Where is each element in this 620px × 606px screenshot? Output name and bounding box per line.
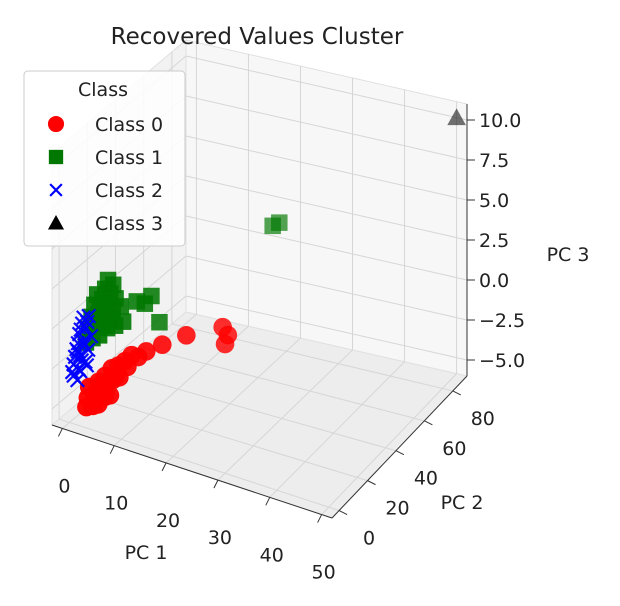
- y-tick-label: 80: [471, 408, 495, 430]
- x-axis-line: [51, 424, 333, 519]
- class-3-point: [447, 108, 466, 126]
- y-tick-label: 20: [385, 498, 409, 520]
- x-tick-mark: [213, 479, 219, 489]
- y-tick-mark: [452, 390, 462, 396]
- tick-labels: 01020304050020406080−5.0−2.50.02.55.07.5…: [58, 110, 525, 584]
- legend: Class Class 0 Class 1 Class 2 Class 3: [23, 70, 186, 247]
- y-tick-mark: [367, 480, 376, 486]
- x-tick-mark: [109, 445, 115, 454]
- x-tick-mark: [265, 497, 271, 506]
- x-gridline: [217, 349, 353, 481]
- x-axis-label: PC 1: [125, 542, 168, 564]
- axis-lines: [51, 104, 475, 523]
- y-tick-mark: [424, 420, 433, 426]
- x-tick-mark: [317, 514, 323, 523]
- z-gridline: [185, 255, 468, 321]
- legend-label-class-3: Class 3: [95, 213, 163, 235]
- legend-label-class-0: Class 0: [95, 114, 163, 136]
- z-tick-label: −2.5: [479, 310, 525, 332]
- y-axis-label: PC 2: [441, 492, 484, 514]
- x-tick-label: 40: [260, 544, 284, 566]
- x-tick-label: 50: [312, 562, 336, 584]
- z-tick-label: 2.5: [479, 230, 509, 252]
- y-gridline: [87, 394, 368, 482]
- class-0-point: [215, 334, 235, 354]
- x-tick-mark: [57, 428, 63, 437]
- legend-label-class-1: Class 1: [95, 147, 163, 169]
- legend-marker-class-2: [49, 183, 63, 197]
- z-gridline: [185, 175, 468, 241]
- class-2-point: [69, 372, 85, 388]
- class-0-point: [87, 389, 107, 409]
- y-gridline: [58, 418, 340, 512]
- z-tick-label: 5.0: [479, 190, 509, 212]
- z-tick-label: 10.0: [479, 110, 521, 132]
- z-tick-label: −5.0: [479, 350, 525, 372]
- class-0-point: [177, 326, 196, 345]
- z-axis-label: PC 3: [547, 244, 590, 266]
- legend-marker-class-1: [48, 149, 64, 165]
- class-1-point: [128, 293, 146, 310]
- x-tick-label: 30: [208, 527, 232, 549]
- class-2-point: [64, 364, 80, 380]
- z-gridline: [185, 95, 468, 161]
- y-gridline: [143, 347, 425, 422]
- z-tick-label: 7.5: [479, 150, 509, 172]
- class-2-point: [83, 328, 99, 344]
- class-1-point: [151, 313, 168, 331]
- legend-marker-class-3: [47, 214, 65, 230]
- y-tick-label: 60: [442, 438, 466, 460]
- x-tick-label: 0: [58, 475, 70, 497]
- y-tick-label: 40: [414, 468, 438, 490]
- y-gridline: [115, 370, 397, 452]
- z-gridline: [185, 55, 468, 121]
- z-tick-label: 0.0: [479, 270, 509, 292]
- class-1-point: [264, 217, 281, 235]
- legend-box: [23, 70, 186, 247]
- z-gridline: [185, 215, 468, 281]
- z-gridline: [185, 135, 468, 201]
- class-2-point: [80, 342, 96, 358]
- y-tick-mark: [338, 510, 348, 515]
- data-points: [64, 108, 466, 417]
- x-tick-mark: [161, 462, 167, 472]
- x-gridline: [269, 361, 405, 498]
- x-tick-label: 20: [156, 510, 180, 532]
- y-tick-label: 0: [363, 528, 375, 550]
- legend-label-class-2: Class 2: [95, 180, 163, 202]
- z-gridline: [185, 295, 468, 361]
- legend-title: Class: [78, 79, 128, 101]
- x-tick-label: 10: [104, 493, 128, 515]
- x-gridline: [321, 373, 457, 515]
- class-2-point: [73, 322, 89, 338]
- y-tick-mark: [395, 450, 405, 456]
- legend-items: Class 0 Class 1 Class 2 Class 3: [47, 114, 163, 235]
- legend-marker-class-0: [47, 115, 65, 133]
- y-axis-line: [331, 375, 468, 519]
- x-gridline: [165, 337, 301, 464]
- chart-title: Recovered Values Cluster: [111, 24, 404, 50]
- class-0-point: [152, 335, 172, 355]
